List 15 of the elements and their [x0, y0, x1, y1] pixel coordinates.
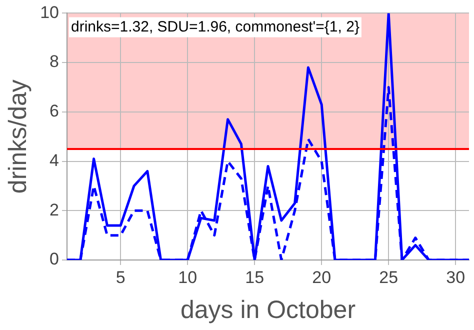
y-axis-title: drinks/day — [4, 79, 32, 194]
x-tick-label: 10 — [178, 268, 198, 287]
x-tick-label: 5 — [116, 268, 126, 287]
annotation: drinks=1.32, SDU=1.96, commonest'={1, 2} — [71, 18, 360, 36]
y-tick-label: 10 — [40, 2, 59, 22]
x-tick-label: 25 — [379, 268, 398, 287]
x-tick-label: 20 — [312, 268, 332, 287]
x-tick-label: 30 — [446, 268, 466, 287]
y-tick-label: 4 — [50, 150, 59, 170]
y-tick-label: 2 — [50, 200, 59, 220]
y-tick-label: 6 — [50, 102, 59, 121]
x-tick-label: 15 — [245, 268, 264, 287]
y-tick-label: 8 — [50, 52, 59, 72]
x-axis-title: days in October — [180, 296, 356, 324]
y-tick-label: 0 — [50, 250, 59, 269]
